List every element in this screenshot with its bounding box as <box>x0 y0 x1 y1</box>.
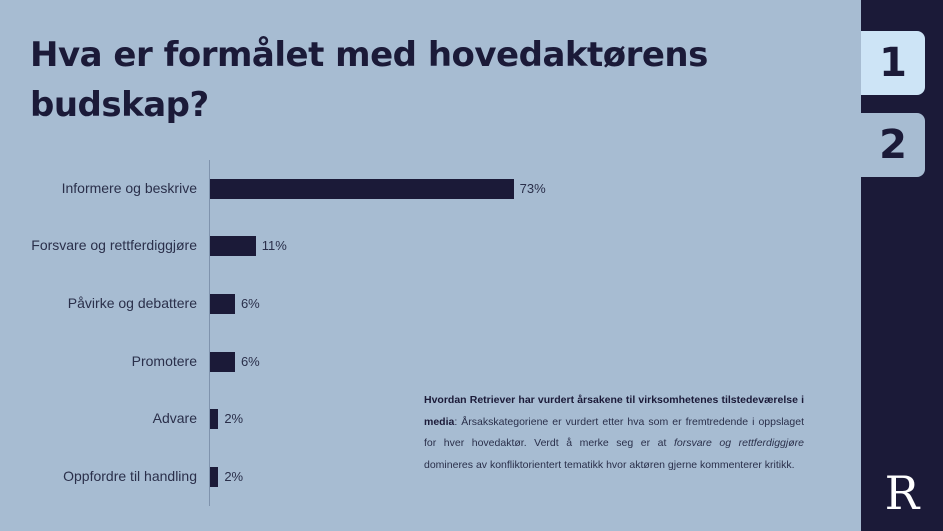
value-label: 2% <box>224 469 244 484</box>
bar <box>210 352 235 372</box>
bar <box>210 294 235 314</box>
note-text: : Årsakskategoriene er vurdert etter hva… <box>424 415 804 450</box>
bar-row: Promotere 6% <box>0 352 600 372</box>
value-label: 73% <box>519 181 546 196</box>
note-text: domineres av konfliktorientert tematikk … <box>424 459 795 472</box>
bar <box>210 467 219 487</box>
category-label: Informere og beskrive <box>61 180 197 196</box>
category-label: Advare <box>152 410 197 426</box>
page-title: Hva er formålet med hovedaktørens budska… <box>30 35 708 125</box>
bar <box>210 179 514 199</box>
y-axis-line <box>209 160 210 506</box>
category-label: Promotere <box>131 353 197 369</box>
value-label: 11% <box>261 238 287 253</box>
value-label: 2% <box>224 411 244 426</box>
tab-1[interactable]: 1 <box>861 31 925 95</box>
tab-2[interactable]: 2 <box>861 113 925 177</box>
bar <box>210 409 219 429</box>
bar-row: Påvirke og debattere 6% <box>0 294 600 314</box>
bar-row: Oppfordre til handling 2% <box>0 467 600 487</box>
category-label: Oppfordre til handling <box>63 468 197 484</box>
category-label: Påvirke og debattere <box>67 295 197 311</box>
bar-row: Forsvare og rettferdiggjøre 11% <box>0 236 600 256</box>
category-label: Forsvare og rettferdiggjøre <box>31 237 197 253</box>
note-emphasis: forsvare og rettferdiggjøre <box>673 437 804 450</box>
bar-row: Advare 2% <box>0 409 600 429</box>
value-label: 6% <box>240 354 260 369</box>
bar-chart: Informere og beskrive 73% Forsvare og re… <box>0 158 600 508</box>
bar <box>210 236 256 256</box>
bar-row: Informere og beskrive 73% <box>0 179 600 199</box>
methodology-note: Hvordan Retriever har vurdert årsakene t… <box>424 390 804 477</box>
note-heading: Hvordan Retriever har vurdert årsakene t… <box>424 394 804 428</box>
value-label: 6% <box>240 296 260 311</box>
retriever-logo-icon: R <box>884 466 920 520</box>
